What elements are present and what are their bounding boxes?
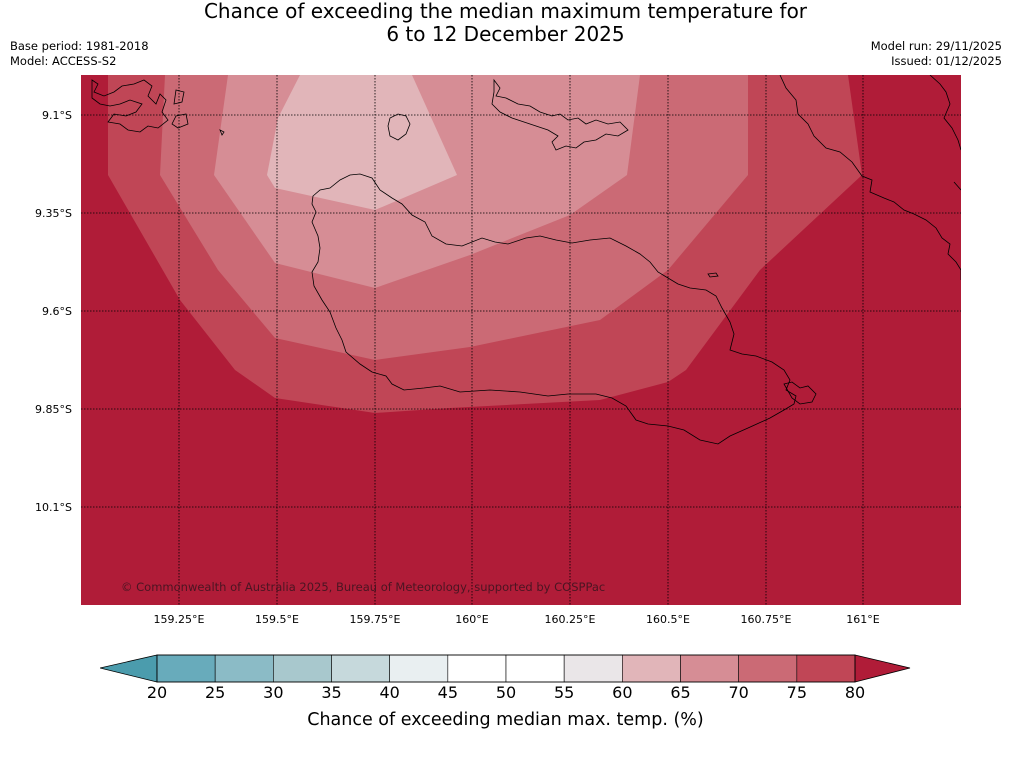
colorbar-segment: [796, 654, 856, 683]
colorbar-segment: [331, 654, 390, 683]
title-line-1: Chance of exceeding the median maximum t…: [203, 0, 808, 23]
coastline-malaita-north: [929, 75, 961, 191]
model-name: Model: ACCESS-S2: [10, 54, 117, 68]
coastline-russell-islands: [91, 79, 225, 136]
title-line-2: 6 to 12 December 2025: [386, 22, 625, 46]
colorbar-segment: [273, 654, 332, 683]
lat-label-9.1: 9.1°S: [42, 109, 72, 122]
colorbar-tick-label: 45: [437, 683, 458, 702]
lat-label-9.35: 9.35°S: [35, 207, 72, 220]
coastline-guadalcanal: [311, 173, 797, 445]
colorbar-tick-label: 70: [728, 683, 749, 702]
colorbar-tick-label: 20: [146, 683, 168, 702]
meta-right: Model run: 29/11/2025 Issued: 01/12/2025: [871, 39, 1002, 69]
lon-label-159.25: 159.25°E: [153, 613, 205, 626]
colorbar-segment: [156, 654, 216, 683]
lat-label-10.1: 10.1°S: [35, 501, 72, 514]
colorbar-frame: [156, 654, 856, 683]
base-period: Base period: 1981-2018: [10, 39, 149, 53]
copyright-credit: © Commonwealth of Australia 2025, Bureau…: [121, 580, 606, 594]
chart-title: Chance of exceeding the median maximum t…: [0, 0, 1011, 46]
colorbar-over-arrow: [854, 654, 911, 683]
lat-label-9.6: 9.6°S: [42, 305, 72, 318]
zone-60-65: [267, 75, 457, 210]
lon-label-161: 161°E: [846, 613, 880, 626]
colorbar-segment: [214, 654, 274, 683]
colorbar-tick-label: 50: [495, 683, 517, 702]
colorbar-tick-label: 55: [553, 683, 575, 702]
lon-label-159.5: 159.5°E: [255, 613, 299, 626]
colorbar-segments: [156, 654, 856, 683]
coastline-islet: [707, 272, 719, 278]
colorbar-segment: [389, 654, 449, 683]
issued-date: Issued: 01/12/2025: [891, 54, 1002, 68]
colorbar-tick-label: 75: [786, 683, 807, 702]
coastline-malaita: [779, 75, 961, 280]
colorbar-segment: [563, 654, 623, 683]
coastline-savo: [387, 113, 411, 141]
lon-label-160.5: 160.5°E: [646, 613, 690, 626]
colorbar-segment: [505, 654, 565, 683]
coastline-florida-islands: [491, 78, 629, 151]
colorbar-tick-label: 65: [670, 683, 691, 702]
colorbar-segment: [447, 654, 507, 683]
colorbar-tick-label: 30: [263, 683, 284, 702]
model-run: Model run: 29/11/2025: [870, 39, 1002, 53]
lon-label-160: 160°E: [455, 613, 489, 626]
colorbar-tick-label: 25: [204, 683, 226, 702]
coastline-east-islets: [783, 381, 817, 405]
map-svg: [81, 75, 961, 605]
meta-left: Base period: 1981-2018 Model: ACCESS-S2: [10, 39, 149, 69]
lon-label-160.25: 160.25°E: [544, 613, 596, 626]
graticule: [81, 75, 961, 605]
coastlines: [91, 75, 961, 445]
colorbar-tick-label: 35: [321, 683, 342, 702]
map-panel: [81, 75, 961, 605]
colorbar-segment: [738, 654, 798, 683]
colorbar-tick-label: 60: [612, 683, 633, 702]
colorbar-under-arrow: [100, 654, 158, 683]
lat-label-9.85: 9.85°S: [35, 403, 72, 416]
colorbar: [100, 654, 911, 683]
lon-label-160.75: 160.75°E: [740, 613, 792, 626]
colorbar-label: Chance of exceeding median max. temp. (%…: [307, 710, 704, 730]
colorbar-tick-label: 40: [379, 683, 400, 702]
lon-label-159.75: 159.75°E: [349, 613, 401, 626]
colorbar-tick-label: 80: [844, 683, 866, 702]
colorbar-segment: [680, 654, 739, 683]
colorbar-segment: [622, 654, 681, 683]
